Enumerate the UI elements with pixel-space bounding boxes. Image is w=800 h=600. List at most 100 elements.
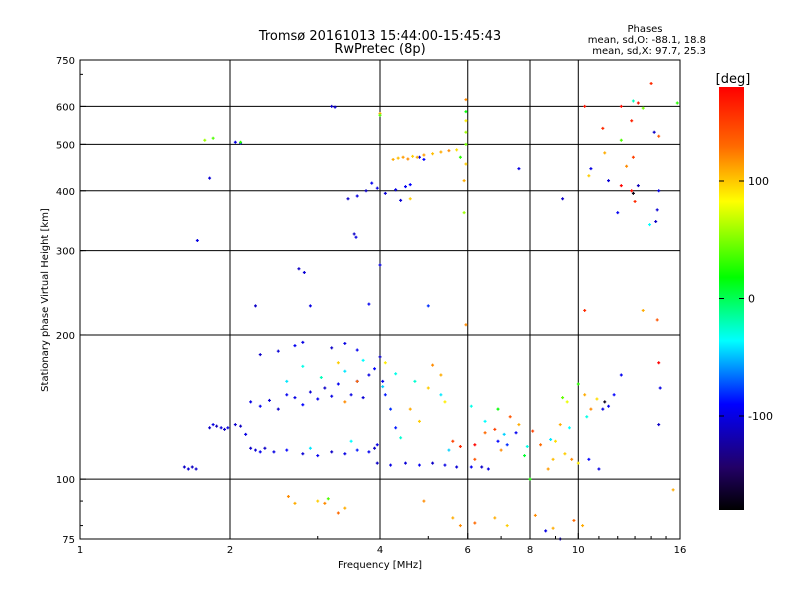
- data-point: [657, 189, 661, 193]
- data-point: [455, 148, 459, 152]
- data-point: [343, 400, 347, 404]
- data-point: [373, 446, 377, 450]
- data-point: [619, 184, 623, 188]
- data-point: [276, 407, 280, 411]
- y-tick-label: 75: [62, 535, 75, 546]
- data-point: [272, 450, 276, 454]
- data-point: [462, 211, 466, 215]
- data-point: [293, 344, 297, 348]
- data-point: [316, 397, 320, 401]
- data-point: [655, 208, 659, 212]
- data-point: [641, 106, 645, 110]
- data-point: [194, 467, 198, 471]
- data-point: [589, 407, 593, 411]
- data-point: [473, 457, 477, 461]
- data-point: [383, 393, 387, 397]
- data-point: [367, 450, 371, 454]
- plot-grid: [80, 60, 680, 539]
- data-point: [483, 431, 487, 435]
- data-point: [464, 323, 468, 327]
- data-point: [355, 448, 359, 452]
- data-point: [576, 461, 580, 465]
- data-point: [657, 134, 661, 138]
- data-point: [493, 427, 497, 431]
- data-point: [258, 404, 262, 408]
- data-point: [308, 390, 312, 394]
- data-point: [553, 439, 557, 443]
- data-point: [473, 443, 477, 447]
- data-point: [654, 220, 658, 224]
- data-point: [336, 382, 340, 386]
- data-point: [607, 179, 611, 183]
- data-point: [330, 104, 334, 108]
- data-point: [633, 199, 637, 203]
- data-point: [239, 140, 243, 144]
- data-point: [631, 191, 635, 195]
- stats-line-o: mean, sd,O: -88.1, 18.8: [588, 35, 706, 46]
- data-point: [375, 186, 379, 190]
- data-point: [253, 448, 257, 452]
- x-tick-label: 2: [227, 545, 233, 556]
- data-point: [439, 393, 443, 397]
- data-point: [597, 467, 601, 471]
- data-point: [523, 454, 527, 458]
- data-point: [563, 452, 567, 456]
- data-point: [462, 179, 466, 183]
- chart-title: Tromsø 20161013 15:44:00-15:45:43: [258, 29, 501, 44]
- x-tick-label: 4: [377, 545, 383, 556]
- data-point: [211, 423, 215, 427]
- data-point: [675, 101, 679, 105]
- data-point: [285, 448, 289, 452]
- data-point: [383, 361, 387, 365]
- data-point: [525, 444, 529, 448]
- data-point: [381, 385, 385, 389]
- data-point: [570, 457, 574, 461]
- data-point: [655, 318, 659, 322]
- data-point: [616, 211, 620, 215]
- data-point: [561, 396, 565, 400]
- data-point: [343, 341, 347, 345]
- data-point: [403, 461, 407, 465]
- data-point: [408, 407, 412, 411]
- data-point: [551, 457, 555, 461]
- data-point: [308, 304, 312, 308]
- data-point: [514, 431, 518, 435]
- data-point: [233, 423, 237, 427]
- y-tick-label: 400: [56, 187, 75, 198]
- data-point: [330, 346, 334, 350]
- data-point: [285, 379, 289, 383]
- data-point: [394, 372, 398, 376]
- colorbar-tick-label: 0: [748, 293, 755, 306]
- data-point: [211, 136, 215, 140]
- data-point: [391, 157, 395, 161]
- data-point: [657, 361, 661, 365]
- data-point: [652, 130, 656, 134]
- data-point: [558, 423, 562, 427]
- data-point: [458, 444, 462, 448]
- data-point: [551, 526, 555, 530]
- data-point: [443, 400, 447, 404]
- data-point: [508, 415, 512, 419]
- data-point: [330, 450, 334, 454]
- data-point: [583, 393, 587, 397]
- data-point: [585, 415, 589, 419]
- data-point: [326, 497, 330, 501]
- data-point: [533, 513, 537, 517]
- data-point: [581, 524, 585, 528]
- data-point: [323, 501, 327, 505]
- data-point: [671, 488, 675, 492]
- data-point: [625, 164, 629, 168]
- data-point: [316, 499, 320, 503]
- data-point: [619, 373, 623, 377]
- data-point: [473, 521, 477, 525]
- data-point: [439, 150, 443, 154]
- data-point: [464, 119, 468, 123]
- data-point: [502, 432, 506, 436]
- data-point: [297, 267, 301, 271]
- data-point: [469, 465, 473, 469]
- data-point: [219, 426, 223, 430]
- data-point: [619, 138, 623, 142]
- data-point: [352, 232, 356, 236]
- data-point: [469, 404, 473, 408]
